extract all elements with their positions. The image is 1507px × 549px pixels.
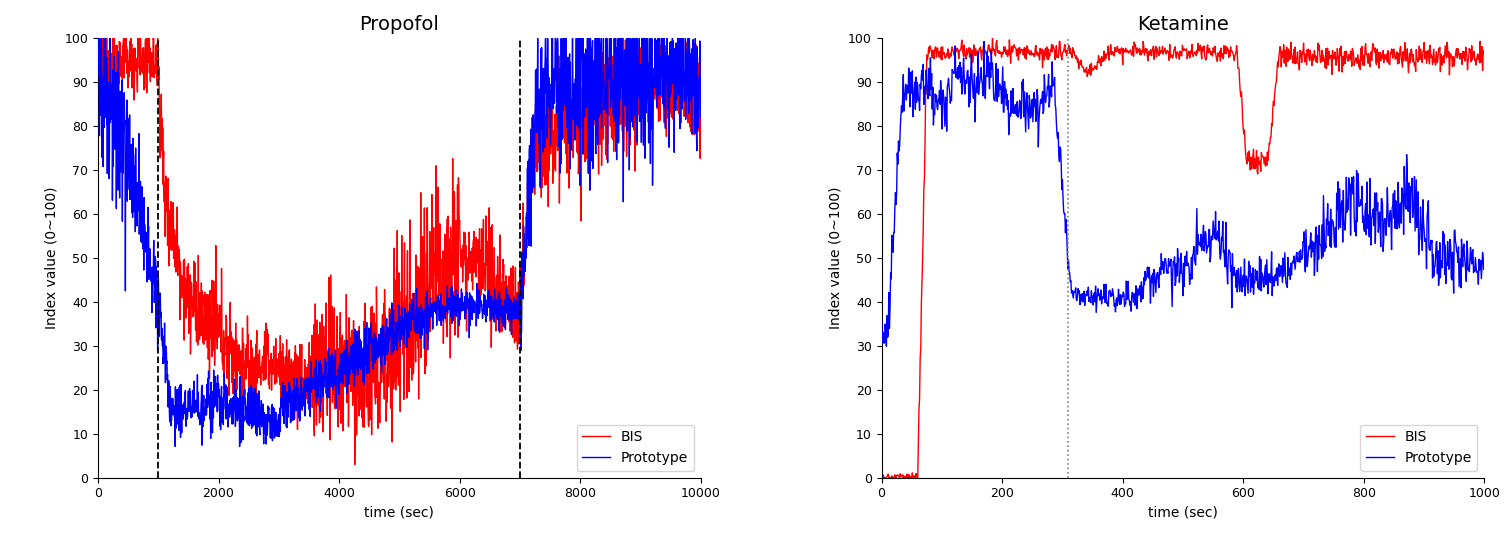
Legend: BIS, Prototype: BIS, Prototype	[577, 424, 693, 470]
BIS	[1475, 49, 1493, 56]
BIS	[313, 311, 332, 318]
Prototype	[313, 377, 332, 384]
BIS	[1447, 47, 1465, 54]
Line: BIS: BIS	[882, 38, 1484, 478]
Line: Prototype: Prototype	[98, 38, 701, 446]
BIS	[873, 474, 891, 481]
Prototype	[1343, 186, 1361, 192]
BIS	[692, 100, 710, 107]
BIS	[586, 100, 604, 107]
Legend: BIS, Prototype: BIS, Prototype	[1361, 424, 1477, 470]
BIS	[910, 405, 928, 412]
Prototype	[996, 94, 1014, 101]
X-axis label: time (sec): time (sec)	[365, 506, 434, 520]
Prototype	[452, 307, 470, 314]
BIS	[1365, 49, 1383, 55]
Prototype	[1365, 189, 1383, 196]
Prototype	[231, 443, 249, 450]
Prototype	[143, 273, 161, 279]
Prototype	[692, 114, 710, 121]
BIS	[102, 51, 121, 57]
BIS	[984, 35, 1002, 42]
Prototype	[1406, 204, 1424, 210]
Prototype	[975, 38, 993, 45]
Prototype	[910, 94, 928, 101]
Prototype	[1447, 241, 1465, 248]
BIS	[1406, 68, 1424, 75]
BIS	[996, 44, 1014, 51]
Prototype	[585, 57, 603, 64]
BIS	[1343, 45, 1361, 52]
Prototype	[877, 343, 895, 350]
Line: Prototype: Prototype	[882, 42, 1484, 346]
Prototype	[873, 318, 891, 325]
BIS	[452, 263, 470, 270]
BIS	[90, 35, 109, 42]
X-axis label: time (sec): time (sec)	[1148, 506, 1218, 520]
Prototype	[122, 196, 140, 203]
Y-axis label: Index value (0~100): Index value (0~100)	[45, 187, 59, 329]
Y-axis label: Index value (0~100): Index value (0~100)	[829, 187, 842, 329]
BIS	[143, 67, 161, 74]
Title: Ketamine: Ketamine	[1138, 15, 1228, 34]
BIS	[345, 461, 363, 468]
BIS	[89, 61, 107, 68]
Title: Propofol: Propofol	[359, 15, 440, 34]
Line: BIS: BIS	[98, 38, 701, 464]
BIS	[122, 35, 140, 42]
Prototype	[89, 35, 107, 42]
Prototype	[1475, 264, 1493, 271]
Prototype	[102, 116, 121, 122]
BIS	[873, 474, 891, 481]
